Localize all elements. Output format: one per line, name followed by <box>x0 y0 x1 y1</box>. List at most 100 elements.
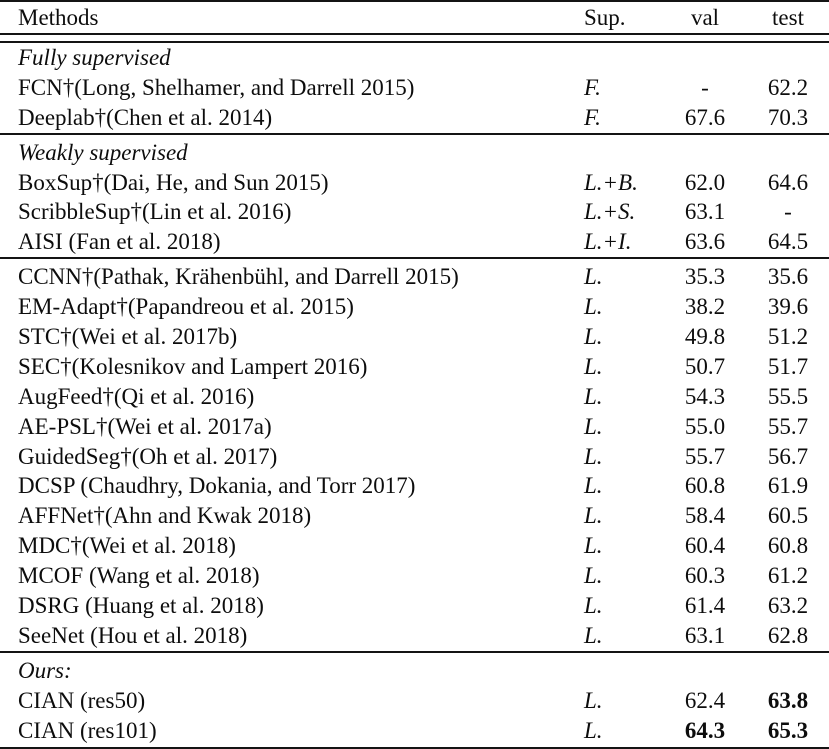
val-cell: - <box>701 74 709 100</box>
section-row: Ours: <box>0 656 829 686</box>
method-cell: EM-Adapt†(Papandreou et al. 2015) <box>18 294 354 320</box>
method-cell: CIAN (res50) <box>18 687 146 713</box>
column-header-sup: Sup. <box>584 4 626 30</box>
sup-cell: L. <box>584 353 603 379</box>
bottom-rule <box>0 747 829 749</box>
val-cell: 60.4 <box>684 533 726 559</box>
val-cell: 50.7 <box>684 353 726 379</box>
group-fully-supervised: Fully supervised FCN†(Long, Shelhamer, a… <box>0 43 829 133</box>
table-header-row: Methods Sup. val test <box>0 2 829 33</box>
table-row: AISI (Fan et al. 2018) L.+I. 63.6 64.5 <box>0 227 829 257</box>
column-header-methods: Methods <box>18 4 99 30</box>
test-cell: 51.7 <box>767 353 809 379</box>
group-weakly-supervised-extra: Weakly supervised BoxSup†(Dai, He, and S… <box>0 132 829 258</box>
sup-cell: L. <box>584 473 603 499</box>
method-cell: DCSP (Chaudhry, Dokania, and Torr 2017) <box>18 473 416 499</box>
sup-cell: L. <box>584 592 603 618</box>
test-cell: 62.2 <box>767 74 809 100</box>
test-cell: 64.6 <box>767 169 809 195</box>
table-row: ScribbleSup†(Lin et al. 2016) L.+S. 63.1… <box>0 197 829 227</box>
table-row: SEC†(Kolesnikov and Lampert 2016) L. 50.… <box>0 352 829 382</box>
test-cell: 35.6 <box>767 264 809 290</box>
section-row: Weakly supervised <box>0 138 829 168</box>
test-cell: 70.3 <box>767 104 809 130</box>
sup-cell: L.+B. <box>584 169 638 195</box>
column-header-test: test <box>772 4 804 30</box>
val-cell: 61.4 <box>684 592 726 618</box>
table-row: EM-Adapt†(Papandreou et al. 2015) L. 38.… <box>0 292 829 322</box>
method-cell: SEC†(Kolesnikov and Lampert 2016) <box>18 353 368 379</box>
method-cell: AugFeed†(Qi et al. 2016) <box>18 383 255 409</box>
table-row: CCNN†(Pathak, Krähenbühl, and Darrell 20… <box>0 262 829 292</box>
sup-cell: F. <box>584 104 601 130</box>
val-cell: 64.3 <box>684 717 726 743</box>
sup-cell: L. <box>584 294 603 320</box>
method-cell: ScribbleSup†(Lin et al. 2016) <box>18 199 292 225</box>
val-cell: 58.4 <box>684 503 726 529</box>
table-row: MDC†(Wei et al. 2018) L. 60.4 60.8 <box>0 531 829 561</box>
sup-cell: L. <box>584 533 603 559</box>
test-cell: 61.2 <box>767 563 809 589</box>
sup-cell: L. <box>584 503 603 529</box>
sup-cell: L. <box>584 687 603 713</box>
val-cell: 67.6 <box>684 104 726 130</box>
method-cell: BoxSup†(Dai, He, and Sun 2015) <box>18 169 329 195</box>
val-cell: 62.4 <box>684 687 726 713</box>
top-rule <box>0 0 829 2</box>
method-cell: CCNN†(Pathak, Krähenbühl, and Darrell 20… <box>18 264 459 290</box>
val-cell: 54.3 <box>684 383 726 409</box>
method-cell: DSRG (Huang et al. 2018) <box>18 592 264 618</box>
sup-cell: L. <box>584 413 603 439</box>
method-cell: STC†(Wei et al. 2017b) <box>18 323 238 349</box>
table-row: DCSP (Chaudhry, Dokania, and Torr 2017) … <box>0 471 829 501</box>
table-row: AugFeed†(Qi et al. 2016) L. 54.3 55.5 <box>0 382 829 412</box>
table-row: STC†(Wei et al. 2017b) L. 49.8 51.2 <box>0 322 829 352</box>
table-row: AE-PSL†(Wei et al. 2017a) L. 55.0 55.7 <box>0 412 829 442</box>
table-row: Deeplab†(Chen et al. 2014) F. 67.6 70.3 <box>0 103 829 133</box>
val-cell: 49.8 <box>684 323 726 349</box>
table-row: MCOF (Wang et al. 2018) L. 60.3 61.2 <box>0 561 829 591</box>
sup-cell: L. <box>584 323 603 349</box>
method-cell: Deeplab†(Chen et al. 2014) <box>18 104 273 130</box>
table-row: GuidedSeg†(Oh et al. 2017) L. 55.7 56.7 <box>0 442 829 472</box>
table-row: AFFNet†(Ahn and Kwak 2018) L. 58.4 60.5 <box>0 501 829 531</box>
method-cell: MDC†(Wei et al. 2018) <box>18 533 236 559</box>
val-cell: 63.1 <box>684 622 726 648</box>
test-cell: 55.5 <box>767 383 809 409</box>
test-cell: - <box>784 199 792 225</box>
table-row: DSRG (Huang et al. 2018) L. 61.4 63.2 <box>0 591 829 621</box>
method-cell: GuidedSeg†(Oh et al. 2017) <box>18 443 278 469</box>
test-cell: 60.8 <box>767 533 809 559</box>
method-cell: MCOF (Wang et al. 2018) <box>18 563 260 589</box>
test-cell: 65.3 <box>767 717 809 743</box>
sup-cell: L. <box>584 264 603 290</box>
table-row: SeeNet (Hou et al. 2018) L. 63.1 62.8 <box>0 621 829 651</box>
method-cell: AFFNet†(Ahn and Kwak 2018) <box>18 503 312 529</box>
val-cell: 60.3 <box>684 563 726 589</box>
test-cell: 60.5 <box>767 503 809 529</box>
table-row: CIAN (res101) L. 64.3 65.3 <box>0 716 829 746</box>
val-cell: 62.0 <box>684 169 726 195</box>
section-label: Fully supervised <box>18 44 171 70</box>
section-label: Weakly supervised <box>18 139 188 165</box>
section-label: Ours: <box>18 657 72 683</box>
sup-cell: L.+S. <box>584 199 636 225</box>
method-cell: FCN†(Long, Shelhamer, and Darrell 2015) <box>18 74 415 100</box>
sup-cell: L. <box>584 563 603 589</box>
header-double-rule <box>0 33 829 43</box>
test-cell: 63.2 <box>767 592 809 618</box>
val-cell: 38.2 <box>684 294 726 320</box>
method-cell: AE-PSL†(Wei et al. 2017a) <box>18 413 272 439</box>
test-cell: 39.6 <box>767 294 809 320</box>
test-cell: 64.5 <box>767 229 809 255</box>
sup-cell: L. <box>584 383 603 409</box>
sup-cell: L. <box>584 443 603 469</box>
method-cell: SeeNet (Hou et al. 2018) <box>18 622 248 648</box>
table-row: BoxSup†(Dai, He, and Sun 2015) L.+B. 62.… <box>0 168 829 198</box>
sup-cell: L. <box>584 717 603 743</box>
sup-cell: L.+I. <box>584 229 632 255</box>
test-cell: 62.8 <box>767 622 809 648</box>
val-cell: 63.6 <box>684 229 726 255</box>
test-cell: 51.2 <box>767 323 809 349</box>
test-cell: 61.9 <box>767 473 809 499</box>
